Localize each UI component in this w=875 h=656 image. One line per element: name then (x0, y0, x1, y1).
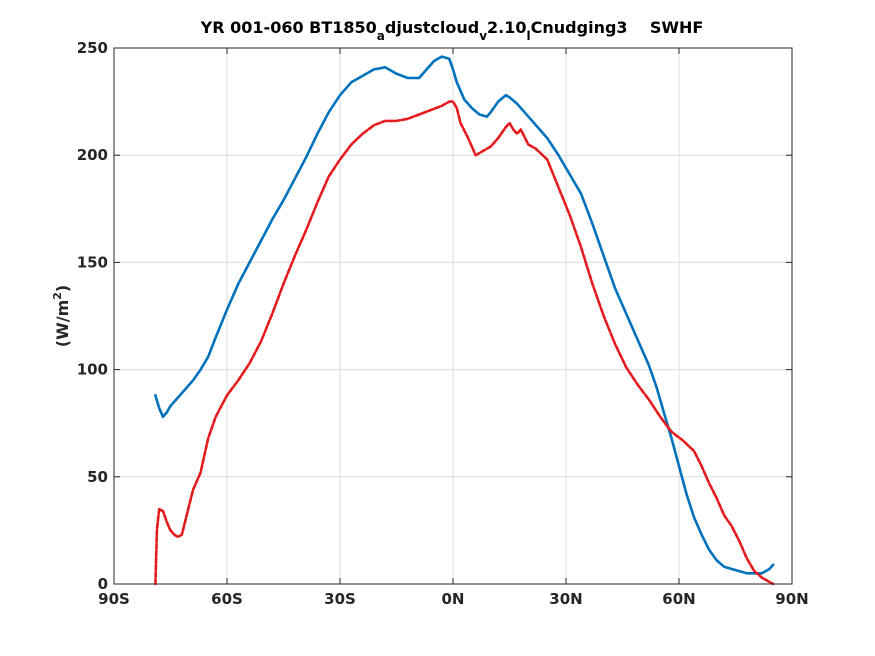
y-axis-label: (W/m2) (51, 285, 72, 347)
x-tick-label: 60S (211, 590, 243, 608)
x-tick-label: 30S (324, 590, 356, 608)
x-tick-label: 90S (98, 590, 130, 608)
axis-ticks (113, 47, 793, 585)
x-tick-label: 30N (549, 590, 582, 608)
y-tick-label: 0 (98, 575, 108, 593)
y-axis-label-sup: 2 (51, 292, 64, 300)
y-tick-label: 100 (77, 361, 108, 379)
y-tick-label: 200 (77, 146, 108, 164)
chart-title: YR 001-060 BT1850adjustcloudv2.10lCnudgi… (200, 18, 704, 43)
y-tick-labels: 0 50 100 150 200 250 (77, 39, 108, 593)
series-group (154, 55, 775, 586)
chart-title-sub3: l (527, 29, 531, 43)
chart-title-post: Cnudging3 SWHF (531, 18, 704, 37)
chart-title-pre: YR 001-060 BT1850 (200, 18, 377, 37)
y-axis-label-text: (W/m (53, 300, 72, 347)
chart-title-sub1: a (377, 29, 385, 43)
y-tick-label: 250 (77, 39, 108, 57)
series-line-2 (154, 100, 775, 586)
chart-title-sub2: v (479, 29, 487, 43)
x-tick-label: 60N (662, 590, 695, 608)
y-axis-label-close: ) (53, 285, 72, 292)
series-line-1 (154, 55, 775, 575)
y-tick-label: 50 (87, 468, 108, 486)
y-tick-label: 150 (77, 253, 108, 271)
x-tick-labels: 90S 60S 30S 0N 30N 60N 90N (98, 590, 809, 608)
chart-title-mid1: djustcloud (385, 18, 479, 37)
x-tick-label: 0N (442, 590, 465, 608)
x-tick-label: 90N (775, 590, 808, 608)
chart-title-mid2: 2.10 (487, 18, 526, 37)
